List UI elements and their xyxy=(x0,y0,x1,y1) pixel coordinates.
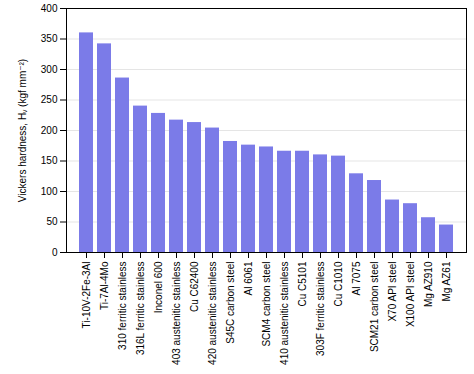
svg-text:Inconel 600: Inconel 600 xyxy=(153,261,164,313)
svg-text:Mg AZ910: Mg AZ910 xyxy=(423,261,434,307)
svg-text:SCM21 carbon steel: SCM21 carbon steel xyxy=(369,262,380,353)
svg-text:Cu C1010: Cu C1010 xyxy=(333,261,344,306)
svg-text:150: 150 xyxy=(41,155,58,166)
svg-text:200: 200 xyxy=(41,125,58,136)
svg-text:Cu C5101: Cu C5101 xyxy=(297,261,308,306)
svg-text:X70 API steel: X70 API steel xyxy=(387,262,398,322)
svg-text:SCM4 carbon steel: SCM4 carbon steel xyxy=(261,262,272,347)
svg-text:S45C carbon steel: S45C carbon steel xyxy=(225,262,236,344)
svg-text:403 austenitic stainless: 403 austenitic stainless xyxy=(171,262,182,365)
svg-text:0: 0 xyxy=(52,247,58,258)
svg-text:310 ferritic stainless: 310 ferritic stainless xyxy=(117,262,128,350)
svg-text:Al 6061: Al 6061 xyxy=(243,261,254,295)
svg-text:Vickers hardness, Hᵥ (kgf mm⁻²: Vickers hardness, Hᵥ (kgf mm⁻²) xyxy=(17,59,28,202)
svg-text:Ti-10V-2Fe-3Al: Ti-10V-2Fe-3Al xyxy=(81,262,92,329)
svg-text:350: 350 xyxy=(41,33,58,44)
svg-text:420 austenitic stainless: 420 austenitic stainless xyxy=(207,262,218,365)
svg-text:50: 50 xyxy=(46,216,58,227)
svg-text:Mg AZ61: Mg AZ61 xyxy=(441,261,452,301)
svg-text:300: 300 xyxy=(41,64,58,75)
svg-text:X100 API steel: X100 API steel xyxy=(405,262,416,328)
svg-text:Al 7075: Al 7075 xyxy=(351,261,362,295)
svg-text:100: 100 xyxy=(41,186,58,197)
svg-text:316L ferritic stainless: 316L ferritic stainless xyxy=(135,262,146,356)
svg-text:400: 400 xyxy=(41,3,58,14)
svg-text:Ti-7Al-4Mo: Ti-7Al-4Mo xyxy=(99,261,110,310)
svg-text:Cu C62400: Cu C62400 xyxy=(189,261,200,312)
svg-text:250: 250 xyxy=(41,94,58,105)
svg-text:303F ferritic stainless: 303F ferritic stainless xyxy=(315,262,326,356)
svg-text:410 austenitic stainless: 410 austenitic stainless xyxy=(279,262,290,365)
